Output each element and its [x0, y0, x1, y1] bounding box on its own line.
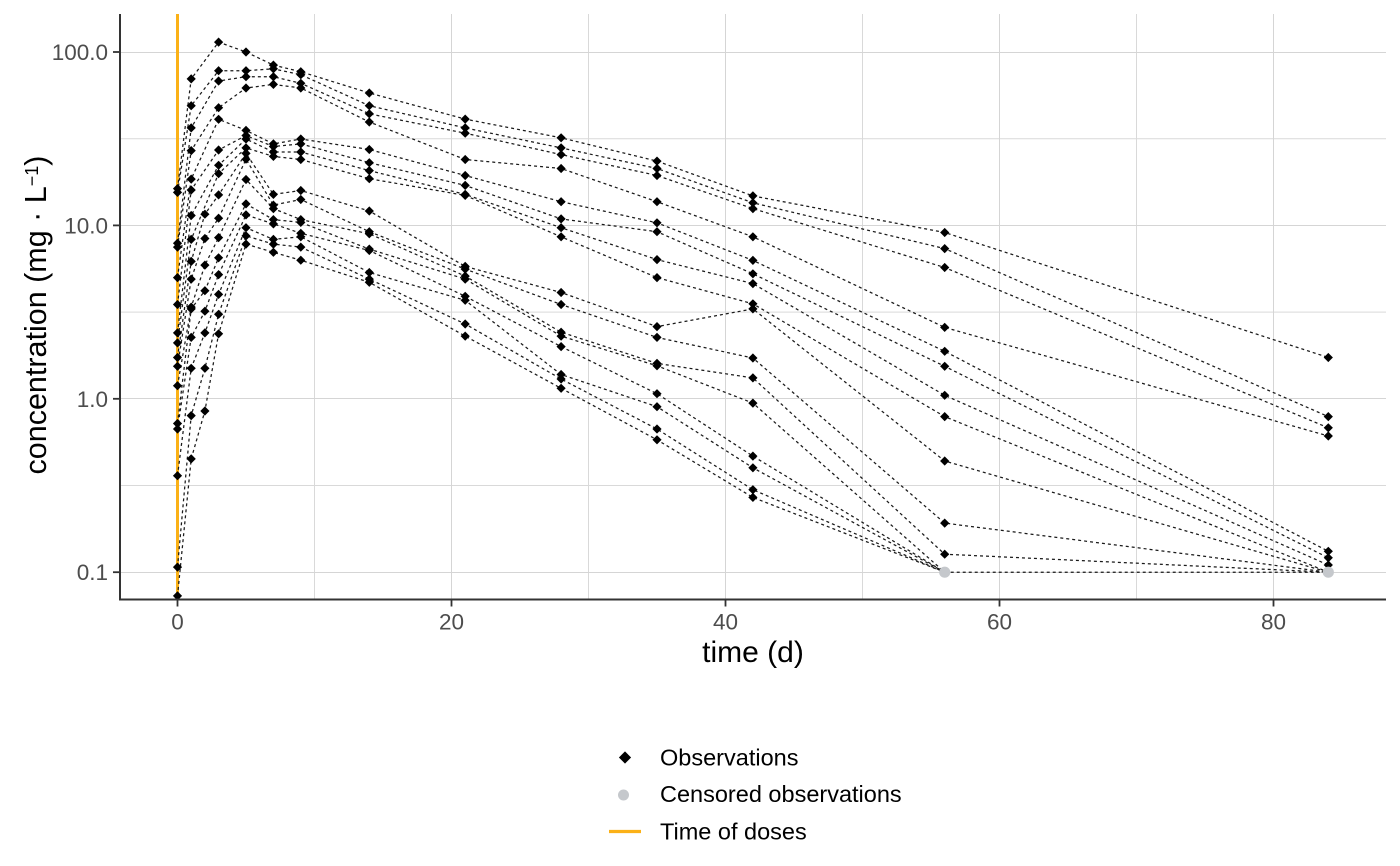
svg-text:concentration (mg · L−1): concentration (mg · L−1) [19, 156, 53, 475]
svg-text:40: 40 [713, 610, 738, 635]
svg-text:0.1: 0.1 [77, 560, 108, 585]
svg-text:Time of doses: Time of doses [660, 819, 807, 845]
svg-text:20: 20 [439, 610, 464, 635]
svg-text:1.0: 1.0 [77, 387, 108, 412]
svg-text:80: 80 [1261, 610, 1286, 635]
svg-text:10.0: 10.0 [64, 213, 108, 238]
svg-text:time (d): time (d) [702, 636, 804, 669]
svg-text:60: 60 [987, 610, 1012, 635]
svg-text:Observations: Observations [660, 745, 798, 771]
svg-text:100.0: 100.0 [52, 40, 108, 65]
svg-text:Censored observations: Censored observations [660, 781, 902, 807]
svg-text:0: 0 [171, 610, 184, 635]
